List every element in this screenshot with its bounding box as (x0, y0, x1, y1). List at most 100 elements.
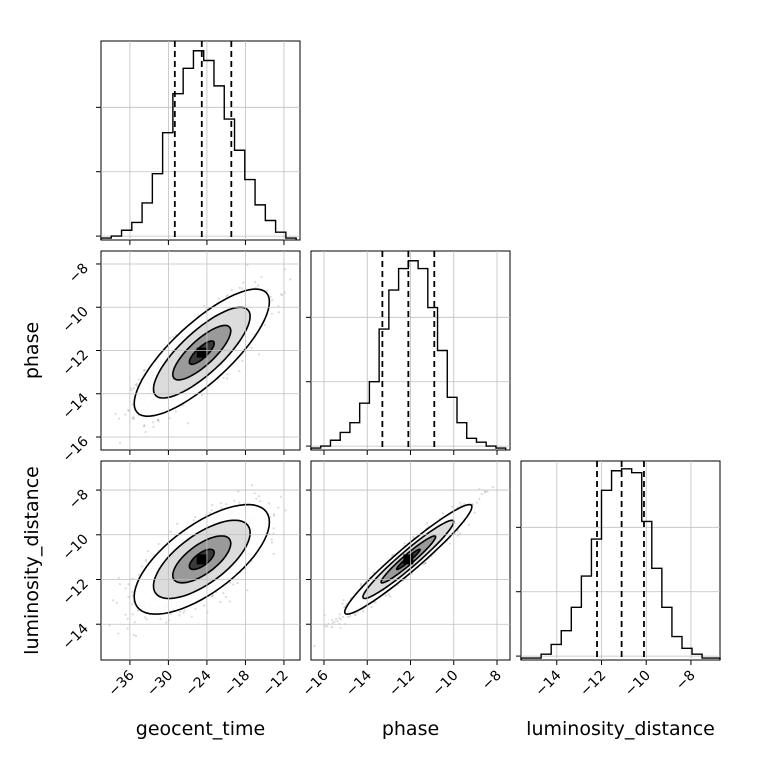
sample-point (226, 373, 229, 376)
sample-point (131, 594, 134, 597)
sample-point (126, 617, 129, 620)
sample-point (200, 394, 204, 397)
panel-frame (100, 460, 301, 661)
sample-point (203, 604, 206, 607)
sample-point (391, 554, 394, 557)
sample-point (270, 538, 273, 541)
sample-point (131, 603, 134, 606)
sample-point (145, 618, 148, 621)
sample-point (144, 560, 147, 563)
density-peak (196, 554, 207, 565)
sample-point (233, 499, 236, 502)
sample-point (137, 378, 140, 381)
sample-point (272, 527, 275, 530)
plot-content (100, 41, 721, 660)
sample-point (168, 417, 171, 420)
sample-point (250, 346, 253, 349)
sample-point (151, 421, 155, 424)
sample-point (126, 627, 129, 630)
sample-point (124, 413, 127, 416)
sample-point (254, 281, 257, 284)
sample-point (118, 417, 121, 420)
sample-point (258, 495, 261, 498)
sample-point (144, 369, 147, 372)
sample-point (108, 624, 111, 627)
sample-point (459, 532, 462, 535)
sample-point (463, 502, 466, 505)
sample-point (140, 565, 143, 568)
sample-point (220, 506, 223, 510)
sample-point (483, 491, 487, 494)
sample-point (281, 294, 284, 297)
sample-point (127, 595, 130, 599)
sample-point (219, 502, 222, 505)
contour-line (133, 503, 271, 615)
sample-point (277, 311, 280, 314)
sample-point (183, 609, 186, 612)
sample-point (210, 509, 214, 512)
joint-panel-geocent_time-luminosity_distance (108, 484, 287, 638)
contour-line (152, 519, 251, 600)
sample-point (326, 625, 329, 628)
sample-point (272, 552, 275, 556)
sample-point (157, 542, 160, 546)
joint-panel-geocent_time-phase (112, 263, 292, 453)
sample-point (442, 512, 445, 515)
sample-point (236, 581, 239, 585)
sample-point (226, 377, 229, 380)
sample-point (486, 490, 489, 493)
sample-point (313, 645, 316, 648)
sample-point (219, 601, 222, 604)
sample-point (492, 486, 495, 489)
sample-point (222, 376, 225, 379)
sample-point (192, 519, 195, 522)
contour-line (133, 288, 271, 417)
sample-point (339, 618, 342, 621)
sample-point (270, 312, 273, 315)
sample-point (143, 424, 146, 427)
sample-point (194, 516, 197, 519)
sample-point (203, 304, 206, 308)
sample-point (374, 601, 377, 604)
sample-point (273, 514, 276, 517)
sample-point (137, 573, 140, 576)
sample-point (133, 417, 136, 420)
sample-point (132, 633, 135, 637)
histogram-luminosity_distance (520, 468, 721, 660)
sample-point (178, 614, 181, 617)
sample-point (144, 616, 147, 619)
sample-point (338, 617, 341, 620)
sample-point (448, 542, 451, 545)
sample-point (135, 634, 138, 638)
sample-point (112, 451, 114, 453)
sample-point (228, 600, 232, 603)
sample-point (359, 584, 362, 587)
contour-line (188, 340, 216, 366)
sample-point (119, 441, 122, 444)
sample-point (330, 626, 333, 629)
sample-point (238, 370, 241, 373)
sample-point (269, 295, 272, 298)
sample-point (157, 418, 160, 421)
sample-point (238, 501, 241, 504)
sample-point (182, 611, 185, 614)
sample-point (131, 417, 134, 420)
density-peak (196, 347, 207, 358)
sample-point (131, 613, 134, 616)
sample-point (225, 295, 228, 298)
sample-point (341, 615, 344, 618)
sample-point (272, 532, 275, 535)
sample-point (112, 599, 115, 602)
sample-point (118, 583, 122, 586)
sample-point (157, 420, 160, 423)
sample-point (232, 583, 235, 586)
sample-point (338, 613, 341, 616)
sample-point (331, 619, 334, 622)
sample-point (142, 369, 145, 372)
joint-panel-phase-luminosity_distance (313, 486, 495, 648)
sample-point (217, 297, 220, 300)
sample-point (127, 409, 130, 412)
sample-point (115, 601, 118, 604)
histogram-geocent_time (100, 50, 297, 240)
